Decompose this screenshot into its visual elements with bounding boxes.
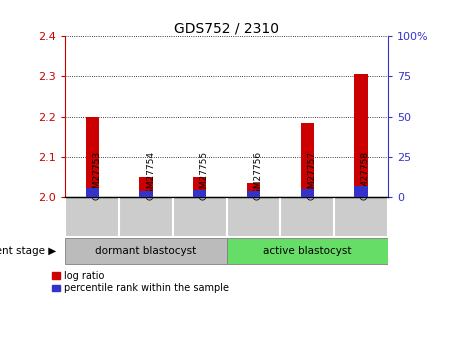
Bar bbox=[193, 190, 207, 197]
Text: GSM27758: GSM27758 bbox=[361, 151, 370, 200]
Bar bbox=[300, 123, 314, 197]
Text: GSM27754: GSM27754 bbox=[146, 151, 155, 200]
Bar bbox=[247, 183, 260, 197]
Bar bbox=[65, 238, 226, 264]
Text: dormant blastocyst: dormant blastocyst bbox=[95, 246, 197, 256]
Bar bbox=[300, 189, 314, 197]
Bar bbox=[193, 177, 207, 197]
Bar bbox=[86, 117, 99, 197]
Bar bbox=[247, 191, 260, 197]
Bar bbox=[139, 177, 153, 197]
Title: GDS752 / 2310: GDS752 / 2310 bbox=[174, 21, 279, 35]
Text: development stage ▶: development stage ▶ bbox=[0, 246, 56, 256]
Legend: log ratio, percentile rank within the sample: log ratio, percentile rank within the sa… bbox=[52, 270, 229, 294]
Bar bbox=[86, 188, 99, 197]
Text: active blastocyst: active blastocyst bbox=[263, 246, 351, 256]
Text: GSM27757: GSM27757 bbox=[307, 151, 316, 200]
Text: GSM27756: GSM27756 bbox=[253, 151, 262, 200]
Text: GSM27753: GSM27753 bbox=[92, 151, 101, 200]
Bar bbox=[139, 190, 153, 197]
Bar bbox=[226, 238, 388, 264]
Bar bbox=[354, 75, 368, 197]
Bar bbox=[354, 186, 368, 197]
Text: GSM27755: GSM27755 bbox=[200, 151, 209, 200]
